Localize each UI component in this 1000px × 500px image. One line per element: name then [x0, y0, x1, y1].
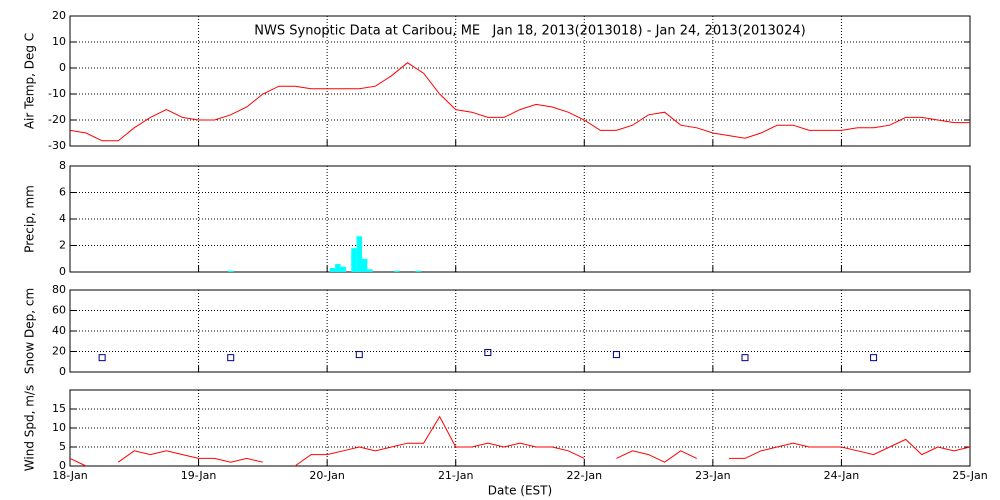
data-point	[227, 354, 235, 362]
x-tick-label: 20-Jan	[309, 469, 345, 482]
y-tick-label: 8	[59, 159, 66, 172]
plot-frame	[69, 289, 971, 373]
y-tick-label: 0	[59, 459, 66, 472]
chart-title: NWS Synoptic Data at Caribou, ME Jan 18,…	[254, 24, 805, 39]
precip-bar	[329, 268, 336, 272]
data-point	[741, 354, 749, 362]
y-axis-label: Air Temp, Deg C	[23, 33, 37, 129]
y-tick-label: 0	[59, 365, 66, 378]
y-tick-label: 15	[52, 402, 66, 415]
y-tick-label: -10	[48, 87, 66, 100]
x-tick-label: 25-Jan	[952, 469, 988, 482]
y-tick-label: 2	[59, 239, 66, 252]
x-tick-label: 23-Jan	[695, 469, 731, 482]
precip-bar	[394, 270, 400, 272]
precip-bar	[335, 264, 341, 272]
data-point	[612, 351, 620, 359]
data-point	[355, 351, 363, 359]
plot-frame	[69, 15, 971, 147]
x-tick-label: 22-Jan	[567, 469, 603, 482]
precip-bar	[367, 269, 373, 272]
precip-bar	[351, 248, 357, 272]
data-point	[98, 354, 106, 362]
y-axis-label: Wind Spd, m/s	[23, 385, 37, 471]
precip-bar	[340, 266, 346, 272]
y-tick-label: 60	[52, 304, 66, 317]
precip-bar	[415, 270, 421, 272]
y-tick-label: 80	[52, 283, 66, 296]
x-tick-label: 18-Jan	[52, 469, 88, 482]
y-tick-label: 10	[52, 35, 66, 48]
data-line	[69, 415, 971, 467]
x-tick-label: 24-Jan	[824, 469, 860, 482]
y-tick-label: 10	[52, 421, 66, 434]
data-line	[69, 62, 970, 142]
x-tick-label: 21-Jan	[438, 469, 474, 482]
y-tick-label: 20	[52, 9, 66, 22]
data-point	[870, 354, 878, 362]
precip-bar	[228, 270, 234, 272]
y-tick-label: 0	[59, 265, 66, 278]
y-tick-label: 40	[52, 324, 66, 337]
y-tick-label: 4	[59, 212, 66, 225]
y-tick-label: 20	[52, 345, 66, 358]
y-tick-label: -20	[48, 113, 66, 126]
y-axis-label: Snow Dep, cm	[23, 288, 37, 374]
data-point	[484, 349, 492, 357]
plot-frame	[69, 389, 971, 467]
plot-frame	[69, 165, 971, 273]
y-axis-label: Precip, mm	[23, 185, 37, 253]
y-tick-label: 5	[59, 440, 66, 453]
precip-bar	[356, 236, 362, 272]
y-tick-label: 0	[59, 61, 66, 74]
y-tick-label: 6	[59, 186, 66, 199]
y-tick-label: -30	[48, 139, 66, 152]
x-tick-label: 19-Jan	[181, 469, 217, 482]
precip-bar	[361, 258, 368, 272]
x-axis-label: Date (EST)	[488, 484, 552, 498]
